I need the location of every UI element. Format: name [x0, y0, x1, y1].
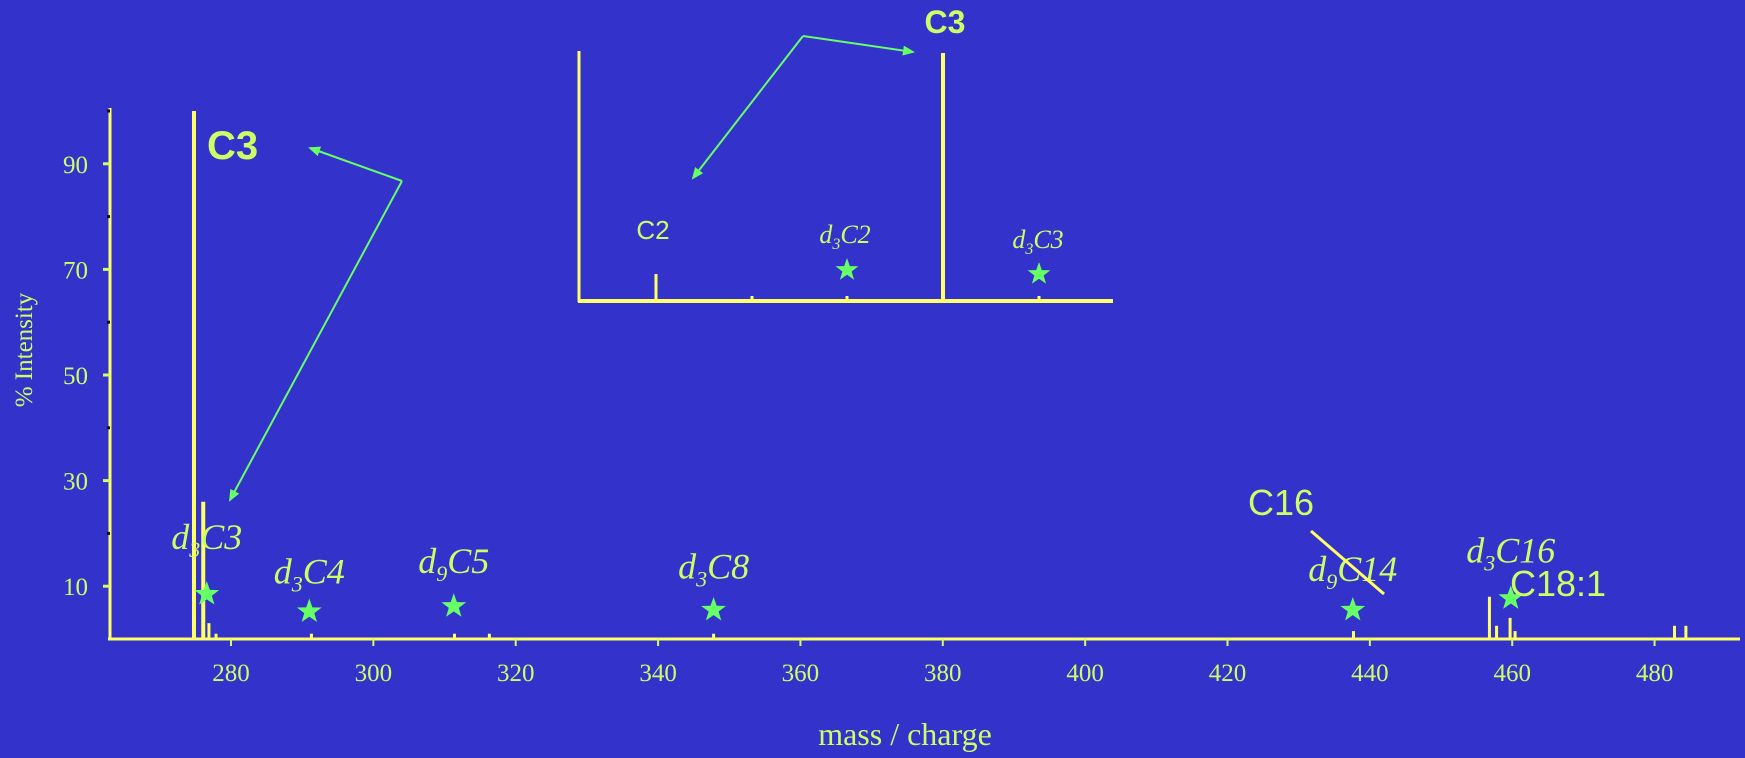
c18-1-label: C18:1 [1510, 563, 1606, 604]
isotope-label-d3c16: d3C16 [1466, 530, 1555, 575]
inset-title-c3: C3 [925, 4, 966, 40]
x-axis-label: mass / charge [818, 716, 992, 752]
isotope-star-d3c4 [296, 598, 322, 623]
x-tick-label: 280 [212, 660, 250, 687]
isotope-label-d3c4: d3C4 [274, 552, 345, 597]
y-tick-label: 30 [63, 469, 88, 496]
y-tick-label: 70 [63, 257, 88, 284]
y-ticks: 10 30 50 70 90 [63, 109, 110, 601]
y-tick-label: 90 [63, 152, 88, 179]
isotope-stars [194, 581, 1524, 623]
x-tick-label: 480 [1636, 660, 1674, 687]
inset-arrow-right [802, 35, 915, 56]
inset-star-d3c2 [835, 258, 859, 280]
c16-label: C16 [1248, 482, 1314, 523]
x-tick-label: 400 [1066, 660, 1104, 687]
x-tick-label: 420 [1209, 660, 1247, 687]
c16-leader-line [1310, 529, 1385, 596]
x-tick-label: 360 [782, 660, 820, 687]
inset-d3c3-label: d3C3 [1012, 225, 1063, 258]
inset-arrow-left [691, 35, 804, 180]
isotope-star-d3c16 [1498, 585, 1524, 609]
isotope-star-d9c14 [1340, 596, 1366, 621]
x-tick-label: 460 [1493, 660, 1531, 687]
c3-arrow-up [308, 146, 403, 182]
y-tick-label: 10 [63, 574, 88, 601]
isotope-labels: d3C3 d3C4 d9C5 d3C8 d9C14 d3C16 [171, 517, 1555, 596]
c3-main-label: C3 [207, 124, 258, 168]
isotope-label-d9c14: d9C14 [1308, 549, 1397, 594]
x-tick-label: 300 [355, 660, 393, 687]
spectrum-peaks [191, 111, 1688, 639]
inset-zoom-panel: C3 C2 d3C2 d3C3 [577, 4, 1113, 303]
isotope-star-d3c3 [194, 581, 220, 605]
x-tick-label: 380 [924, 660, 962, 687]
isotope-star-d3c8 [701, 596, 726, 621]
x-tick-label: 440 [1351, 660, 1389, 687]
isotope-label-d3c3: d3C3 [171, 517, 242, 562]
inset-d3c2-label: d3C2 [819, 220, 870, 253]
y-tick-label: 50 [63, 363, 88, 390]
inset-c2-label: C2 [636, 215, 669, 245]
isotope-label-d9c5: d9C5 [418, 541, 489, 586]
isotope-star-d9c5 [441, 593, 467, 617]
y-axis-label: % Intensity [11, 292, 38, 407]
x-tick-label: 340 [639, 660, 677, 687]
x-tick-label: 320 [497, 660, 535, 687]
x-ticks: 280 300 320 340 360 380 400 420 440 460 480 [212, 639, 1673, 687]
inset-star-d3c3 [1027, 262, 1051, 284]
c3-arrow-down [229, 180, 403, 502]
isotope-label-d3c8: d3C8 [678, 546, 749, 591]
